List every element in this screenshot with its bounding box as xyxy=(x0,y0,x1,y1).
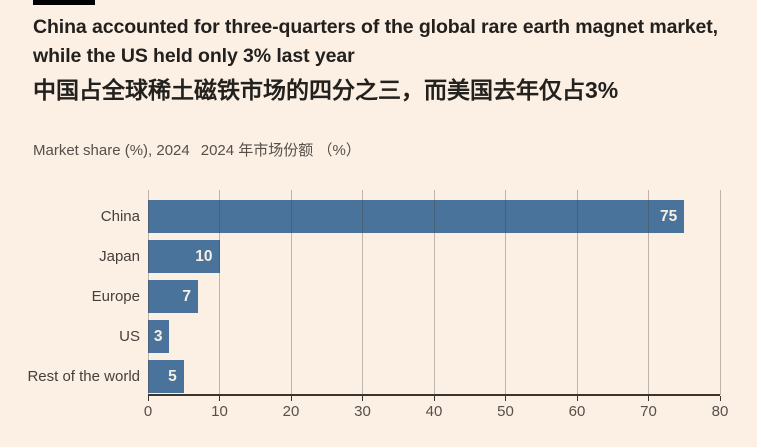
category-label-japan: Japan xyxy=(99,248,140,265)
tick-mark-60 xyxy=(576,396,578,401)
tick-mark-10 xyxy=(219,396,221,401)
accent-bar xyxy=(33,0,95,5)
gridline-0 xyxy=(147,190,149,395)
x-axis-line xyxy=(148,394,720,396)
tick-mark-40 xyxy=(433,396,435,401)
chart-title-chinese: 中国占全球稀土磁铁市场的四分之三，而美国去年仅占3% xyxy=(33,77,619,103)
bar-value-label-us: 3 xyxy=(153,327,163,345)
gridline-10 xyxy=(219,190,220,395)
bar-value-label-europe: 7 xyxy=(182,287,192,305)
tick-mark-80 xyxy=(719,396,721,401)
tick-label-0: 0 xyxy=(143,403,153,420)
tick-label-10: 10 xyxy=(211,403,228,420)
tick-label-70: 70 xyxy=(640,403,657,420)
category-label-us: US xyxy=(119,328,140,345)
chart-subtitle-chinese: 2024 年市场份额 （%） xyxy=(200,142,361,159)
tick-mark-20 xyxy=(290,396,292,401)
bar-value-label-rest-of-the-world: 5 xyxy=(168,367,177,385)
bar-us: 3 xyxy=(148,320,170,353)
gridline-50 xyxy=(505,190,506,395)
gridline-20 xyxy=(290,190,292,395)
gridline-30 xyxy=(362,190,363,395)
bar-value-label-china: 75 xyxy=(660,207,678,225)
tick-mark-50 xyxy=(505,396,507,401)
category-label-europe: Europe xyxy=(91,288,140,305)
bar-value-label-japan: 10 xyxy=(195,247,213,265)
tick-label-50: 50 xyxy=(497,403,514,420)
tick-label-80: 80 xyxy=(711,403,729,420)
bar-japan: 10 xyxy=(148,240,220,273)
tick-label-30: 30 xyxy=(354,403,371,420)
bar-china: 75 xyxy=(148,200,685,233)
bar-rest-of-the-world: 5 xyxy=(148,360,184,393)
chart-subtitle-english: Market share (%), 2024 xyxy=(33,142,190,159)
tick-label-40: 40 xyxy=(425,403,443,420)
category-label-china: China xyxy=(100,208,140,225)
gridline-80 xyxy=(719,190,721,395)
gridline-40 xyxy=(433,190,435,395)
chart-title-english: China accounted for three-quarters of th… xyxy=(33,16,719,67)
gridline-60 xyxy=(576,190,578,395)
category-label-rest-of-the-world: Rest of the world xyxy=(27,368,140,385)
tick-label-60: 60 xyxy=(568,403,586,420)
tick-mark-0 xyxy=(147,396,149,401)
tick-label-20: 20 xyxy=(282,403,300,420)
chart-subtitle: Market share (%), 2024 2024 年市场份额 （%） xyxy=(33,139,361,160)
bar-europe: 7 xyxy=(148,280,199,313)
gridline-70 xyxy=(648,190,649,395)
tick-mark-30 xyxy=(362,396,364,401)
tick-mark-70 xyxy=(648,396,650,401)
